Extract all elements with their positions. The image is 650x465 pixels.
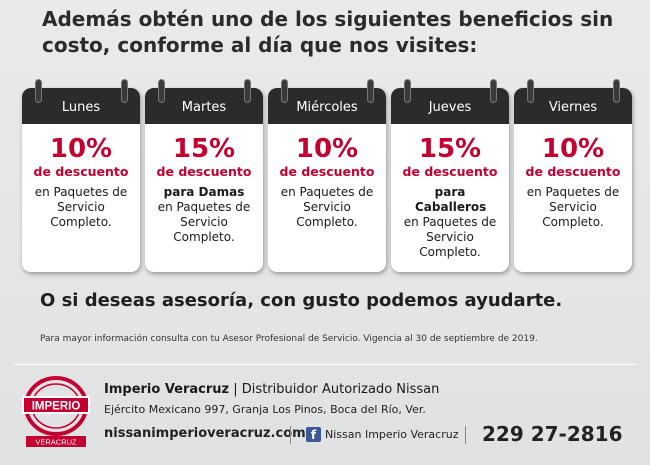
dealer-name: Imperio Veracruz	[104, 382, 230, 397]
card-lunes: Lunes 10% de descuento en Paquetes de Se…	[22, 88, 140, 272]
card-text: en Paquetes de Servicio Completo.	[280, 185, 374, 229]
logo-text: IMPERIO	[32, 401, 81, 413]
website-link[interactable]: nissanimperioveracruz.com	[104, 426, 306, 441]
card-text: en Paquetes de Servicio Completo.	[526, 185, 620, 229]
card-day: Viernes	[514, 88, 632, 124]
card-jueves: Jueves 15% de descuento para Caballeros e…	[391, 88, 509, 272]
fine-print: Para mayor información consulta con tu A…	[40, 334, 538, 344]
card-percent: 10%	[541, 134, 605, 164]
headline: Además obtén uno de los siguientes benef…	[42, 7, 614, 57]
facebook-link[interactable]: f Nissan Imperio Veracruz	[306, 427, 459, 442]
card-percent: 10%	[49, 134, 113, 164]
card-discount-label: de descuento	[279, 164, 375, 179]
binder-ring	[614, 80, 619, 102]
card-discount-label: de descuento	[156, 164, 252, 179]
benefit-cards: Lunes 10% de descuento en Paquetes de Se…	[22, 80, 632, 272]
dealer-description: Distribuidor Autorizado Nissan	[241, 382, 440, 397]
dealer-separator: |	[233, 382, 238, 397]
footer-separator	[465, 426, 466, 444]
phone-number[interactable]: 229 27-2816	[482, 422, 623, 446]
binder-ring	[245, 80, 250, 102]
card-percent: 15%	[172, 134, 236, 164]
card-percent: 15%	[418, 134, 482, 164]
card-target: para Caballeros	[415, 185, 487, 214]
card-viernes: Viernes 10% de descuento en Paquetes de …	[514, 88, 632, 272]
facebook-icon: f	[306, 427, 321, 442]
dealer-line: Imperio Veracruz | Distribuidor Autoriza…	[104, 382, 439, 397]
card-miercoles: Miércoles 10% de descuento en Paquetes d…	[268, 88, 386, 272]
binder-ring	[282, 80, 287, 102]
binder-ring	[122, 80, 127, 102]
binder-ring	[159, 80, 164, 102]
card-target: para Damas	[163, 185, 245, 199]
card-day: Lunes	[22, 88, 140, 124]
card-day: Martes	[145, 88, 263, 124]
card-day: Miércoles	[268, 88, 386, 124]
card-martes: Martes 15% de descuento para Damas en Paq…	[145, 88, 263, 272]
card-text: en Paquetes de Servicio Completo.	[403, 215, 497, 259]
card-discount-label: de descuento	[525, 164, 621, 179]
footer-separator	[290, 426, 291, 444]
binder-ring	[368, 80, 373, 102]
dealer-address: Ejército Mexicano 997, Granja Los Pinos,…	[104, 403, 426, 416]
card-discount-label: de descuento	[402, 164, 498, 179]
binder-ring	[36, 80, 41, 102]
binder-ring	[528, 80, 533, 102]
facebook-label: Nissan Imperio Veracruz	[325, 428, 459, 441]
imperio-logo: IMPERIO VERACRUZ	[22, 375, 90, 449]
card-discount-label: de descuento	[33, 164, 129, 179]
card-text: en Paquetes de Servicio Completo.	[157, 200, 251, 244]
card-day: Jueves	[391, 88, 509, 124]
binder-ring	[491, 80, 496, 102]
card-percent: 10%	[295, 134, 359, 164]
footer-divider	[14, 364, 636, 365]
subheadline: O si deseas asesoría, con gusto podemos …	[40, 290, 563, 311]
binder-ring	[405, 80, 410, 102]
logo-subtext: VERACRUZ	[35, 438, 77, 447]
card-text: en Paquetes de Servicio Completo.	[34, 185, 128, 229]
